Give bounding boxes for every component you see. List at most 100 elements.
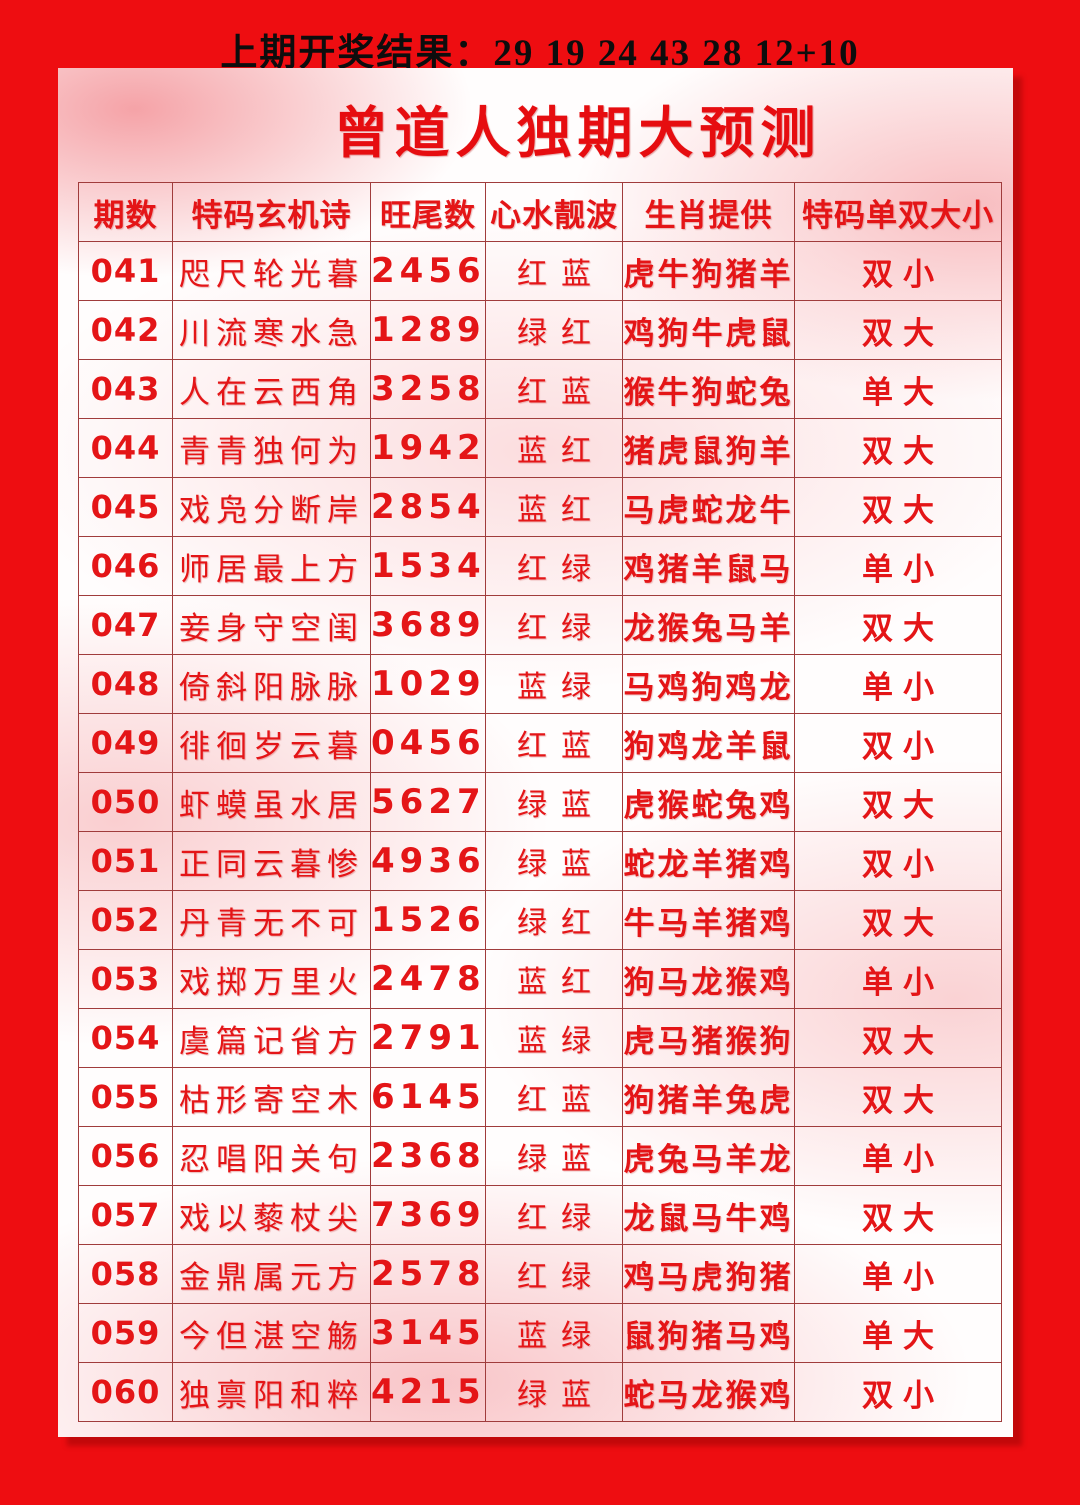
poem-cell: 金鼎属元方 [172,1244,371,1304]
parity-size-cell: 单大 [794,1303,1002,1363]
table-row: 050 虾蟆虽水居 5627 绿蓝 虎猴蛇兔鸡 双大 [78,772,1002,832]
zodiac-cell: 虎马猪猴狗 [622,1008,795,1068]
table-row: 057 戏以藜杖尖 7369 红绿 龙鼠马牛鸡 双大 [78,1185,1002,1245]
tail-numbers-cell: 3689 [370,595,486,655]
period-cell: 060 [78,1362,173,1422]
poem-cell: 人在云西角 [172,359,371,419]
parity-size-cell: 单小 [794,1126,1002,1186]
tail-numbers-cell: 1029 [370,654,486,714]
poem-cell: 戏凫分断岸 [172,477,371,537]
wave-colors-cell: 蓝绿 [485,1303,623,1363]
wave-colors-cell: 绿蓝 [485,772,623,832]
poem-cell: 川流寒水急 [172,300,371,360]
poem-cell: 戏以藜杖尖 [172,1185,371,1245]
tail-numbers-cell: 1526 [370,890,486,950]
period-cell: 051 [78,831,173,891]
zodiac-cell: 马虎蛇龙牛 [622,477,795,537]
poem-cell: 枯形寄空木 [172,1067,371,1127]
poem-cell: 虞篇记省方 [172,1008,371,1068]
period-cell: 055 [78,1067,173,1127]
poem-cell: 今但湛空觞 [172,1303,371,1363]
table-row: 060 独禀阳和粹 4215 绿蓝 蛇马龙猴鸡 双小 [78,1362,1002,1422]
parity-size-cell: 单小 [794,1244,1002,1304]
column-header-tail: 旺尾数 [370,182,486,242]
tail-numbers-cell: 2791 [370,1008,486,1068]
parity-size-cell: 双小 [794,1362,1002,1422]
parity-size-cell: 双大 [794,418,1002,478]
zodiac-cell: 猪虎鼠狗羊 [622,418,795,478]
zodiac-cell: 鸡狗牛虎鼠 [622,300,795,360]
tail-numbers-cell: 7369 [370,1185,486,1245]
tail-numbers-cell: 5627 [370,772,486,832]
poem-cell: 青青独何为 [172,418,371,478]
parity-size-cell: 双小 [794,241,1002,301]
period-cell: 044 [78,418,173,478]
page-title: 曾道人独期大预测 [333,103,822,164]
parity-size-cell: 双小 [794,713,1002,773]
poem-cell: 独禀阳和粹 [172,1362,371,1422]
wave-colors-cell: 红蓝 [485,713,623,773]
poem-cell: 妾身守空闺 [172,595,371,655]
wave-colors-cell: 绿蓝 [485,1362,623,1422]
zodiac-cell: 狗鸡龙羊鼠 [622,713,795,773]
wave-colors-cell: 绿红 [485,890,623,950]
wave-colors-cell: 绿蓝 [485,1126,623,1186]
table-row: 059 今但湛空觞 3145 蓝绿 鼠狗猪马鸡 单大 [78,1303,1002,1363]
parity-size-cell: 单小 [794,654,1002,714]
table-row: 049 徘徊岁云暮 0456 红蓝 狗鸡龙羊鼠 双小 [78,713,1002,773]
period-cell: 053 [78,949,173,1009]
zodiac-cell: 蛇龙羊猪鸡 [622,831,795,891]
period-cell: 056 [78,1126,173,1186]
table-row: 052 丹青无不可 1526 绿红 牛马羊猪鸡 双大 [78,890,1002,950]
parity-size-cell: 双大 [794,1067,1002,1127]
zodiac-cell: 猴牛狗蛇兔 [622,359,795,419]
poem-cell: 戏掷万里火 [172,949,371,1009]
parity-size-cell: 双大 [794,1008,1002,1068]
tail-numbers-cell: 2368 [370,1126,486,1186]
last-draw-result: 上期开奖结果：29 19 24 43 28 12+10 [220,33,860,74]
parity-size-cell: 双大 [794,477,1002,537]
table-row: 043 人在云西角 3258 红蓝 猴牛狗蛇兔 单大 [78,359,1002,419]
period-cell: 054 [78,1008,173,1068]
wave-colors-cell: 红绿 [485,595,623,655]
table-row: 047 妾身守空闺 3689 红绿 龙猴兔马羊 双大 [78,595,1002,655]
wave-colors-cell: 蓝红 [485,418,623,478]
tail-numbers-cell: 4215 [370,1362,486,1422]
parity-size-cell: 单大 [794,359,1002,419]
period-cell: 047 [78,595,173,655]
period-cell: 059 [78,1303,173,1363]
parity-size-cell: 单小 [794,949,1002,1009]
tail-numbers-cell: 1534 [370,536,486,596]
poem-cell: 师居最上方 [172,536,371,596]
column-header-period: 期数 [78,182,173,242]
wave-colors-cell: 蓝红 [485,477,623,537]
poem-cell: 正同云暮惨 [172,831,371,891]
parity-size-cell: 双大 [794,1185,1002,1245]
wave-colors-cell: 红蓝 [485,359,623,419]
wave-colors-cell: 绿蓝 [485,831,623,891]
period-cell: 046 [78,536,173,596]
table-body: 041 咫尺轮光暮 2456 红蓝 虎牛狗猪羊 双小 042 川流寒水急 1289 绿红 鸡狗牛虎鼠… [78,241,1002,1422]
period-cell: 057 [78,1185,173,1245]
zodiac-cell: 狗猪羊兔虎 [622,1067,795,1127]
wave-colors-cell: 绿红 [485,300,623,360]
parity-size-cell: 双小 [794,831,1002,891]
tail-numbers-cell: 3258 [370,359,486,419]
parity-size-cell: 双大 [794,772,1002,832]
parity-size-cell: 单小 [794,536,1002,596]
period-cell: 050 [78,772,173,832]
tail-numbers-cell: 1289 [370,300,486,360]
period-cell: 049 [78,713,173,773]
column-header-wave: 心水靓波 [485,182,623,242]
period-cell: 041 [78,241,173,301]
zodiac-cell: 鸡猪羊鼠马 [622,536,795,596]
zodiac-cell: 虎猴蛇兔鸡 [622,772,795,832]
parity-size-cell: 双大 [794,890,1002,950]
table-row: 041 咫尺轮光暮 2456 红蓝 虎牛狗猪羊 双小 [78,241,1002,301]
wave-colors-cell: 蓝红 [485,949,623,1009]
table-row: 048 倚斜阳脉脉 1029 蓝绿 马鸡狗鸡龙 单小 [78,654,1002,714]
zodiac-cell: 马鸡狗鸡龙 [622,654,795,714]
table-row: 042 川流寒水急 1289 绿红 鸡狗牛虎鼠 双大 [78,300,1002,360]
column-header-poem: 特码玄机诗 [172,182,371,242]
zodiac-cell: 蛇马龙猴鸡 [622,1362,795,1422]
